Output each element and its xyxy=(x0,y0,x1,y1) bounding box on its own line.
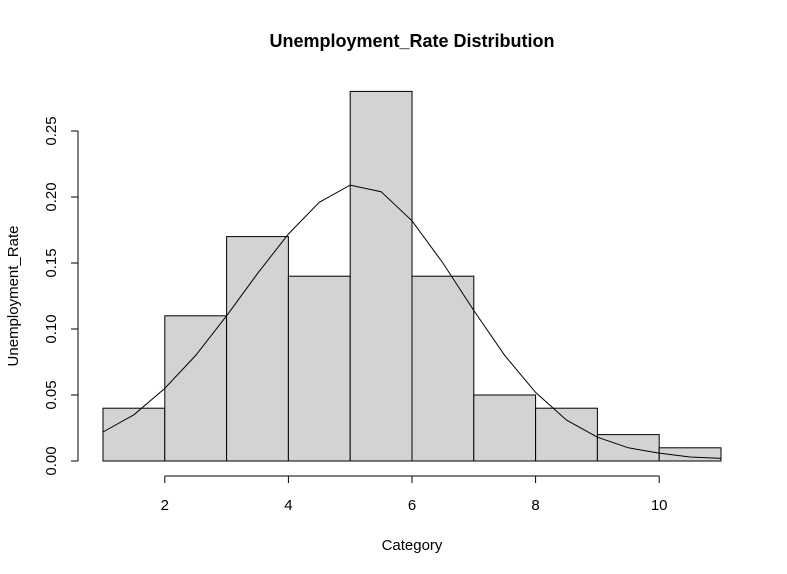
y-tick-label: 0.05 xyxy=(43,380,60,409)
chart-title: Unemployment_Rate Distribution xyxy=(269,31,554,51)
x-tick-label: 4 xyxy=(284,497,292,514)
histogram-bar xyxy=(287,275,351,462)
x-tick-label: 6 xyxy=(408,497,416,514)
density-curve-group xyxy=(102,184,722,459)
y-tick-label: 0.10 xyxy=(43,314,60,343)
y-axis-label: Unemployment_Rate xyxy=(5,226,22,367)
y-tick-label: 0.00 xyxy=(43,446,60,475)
x-axis: 2 4 6 8 10 xyxy=(161,475,668,514)
histogram-bar xyxy=(535,407,598,462)
histogram-bar xyxy=(102,407,166,462)
histogram-bar xyxy=(473,394,537,462)
x-tick-label: 10 xyxy=(651,497,668,514)
histogram-bar xyxy=(164,315,228,462)
histogram-bar xyxy=(411,275,475,462)
x-tick-label: 2 xyxy=(161,497,169,514)
density-curve xyxy=(102,184,722,459)
x-axis-label: Category xyxy=(382,537,443,554)
y-axis: 0.00 0.05 0.10 0.15 0.20 0.25 xyxy=(43,116,79,476)
x-tick-label: 8 xyxy=(531,497,539,514)
histogram-bar xyxy=(226,236,289,462)
y-tick-label: 0.20 xyxy=(43,182,60,211)
histogram-bar xyxy=(349,90,413,462)
y-tick-label: 0.25 xyxy=(43,116,60,145)
y-tick-label: 0.15 xyxy=(43,248,60,277)
histogram-bars xyxy=(102,90,722,462)
